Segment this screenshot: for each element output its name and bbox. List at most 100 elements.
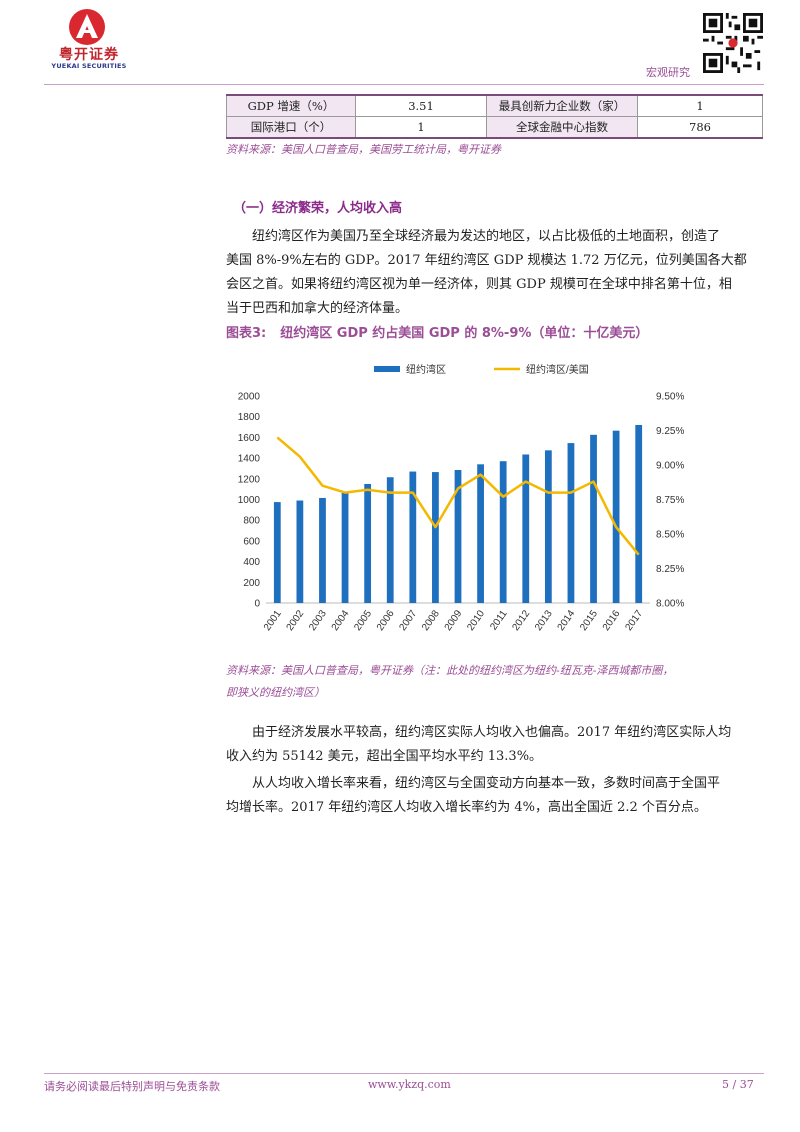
- ratio-line-series: [276, 436, 640, 556]
- y-left-tick-label: 600: [243, 536, 260, 547]
- paragraph-line: 纽约湾区作为美国乃至全球经济最为发达的地区，以占比极低的土地面积，创造了: [252, 229, 721, 244]
- qr-code-icon: [703, 13, 763, 73]
- x-tick-label: 2007: [398, 608, 420, 633]
- y-left-tick-label: 2000: [238, 392, 261, 403]
- y-left-tick-label: 1400: [238, 454, 261, 465]
- paragraph-line: 均增长率。2017 年纽约湾区人均收入增长率约为 4%，高出全国近 2.2 个百…: [226, 800, 707, 815]
- website-link[interactable]: www.ykzq.com: [368, 1078, 451, 1091]
- gdp-bar: [319, 497, 326, 603]
- gdp-bar: [273, 502, 281, 603]
- y-left-tick-label: 1800: [238, 412, 261, 423]
- brand-name-en: YUEKAI SECURITIES: [51, 62, 127, 70]
- figure-number: 图表3:: [226, 326, 267, 341]
- x-tick-label: 2012: [510, 608, 532, 633]
- table-cell: 最具创新力企业数（家）: [486, 94, 638, 117]
- x-tick-label: 2016: [601, 608, 623, 633]
- gdp-bar: [477, 464, 484, 603]
- paragraph-line: 美国 8%-9%左右的 GDP。2017 年纽约湾区 GDP 规模达 1.72 …: [226, 253, 747, 268]
- paragraph-income-growth: 从人均收入增长率来看，纽约湾区与全国变动方向基本一致，多数时间高于全国平 均增长…: [226, 772, 764, 820]
- paragraph-line: 由于经济发展水平较高，纽约湾区实际人均收入也偏高。2017 年纽约湾区实际人均: [252, 725, 732, 740]
- table-cell: GDP 增速（%）: [226, 94, 356, 117]
- gdp-bar: [567, 443, 575, 603]
- x-tick-label: 2006: [375, 608, 397, 633]
- table-row: GDP 增速（%） 3.51 最具创新力企业数（家） 1: [226, 94, 763, 117]
- gdp-bar: [386, 477, 394, 603]
- x-tick-label: 2009: [443, 608, 465, 633]
- y-right-tick-label: 8.00%: [656, 599, 684, 610]
- x-tick-label: 2002: [285, 608, 307, 633]
- bay-area-indicators-table: GDP 增速（%） 3.51 最具创新力企业数（家） 1 国际港口（个） 1 全…: [226, 94, 763, 139]
- legend-label-bar: 纽约湾区: [406, 363, 446, 376]
- y-axis-right: 8.00% 8.25% 8.50% 8.75% 9.00% 9.25% 9.50%: [656, 392, 684, 610]
- x-tick-label: 2013: [533, 608, 555, 633]
- x-tick-label: 2010: [465, 608, 487, 633]
- page-number: 5 / 37: [722, 1078, 754, 1091]
- x-tick-label: 2001: [262, 608, 284, 633]
- figure-source-note: 资料来源：美国人口普查局，粤开证券（注：此处的纽约湾区为纽约-纽瓦克-泽西城都市…: [226, 660, 673, 704]
- y-right-tick-label: 8.50%: [656, 530, 684, 541]
- gdp-bar: [454, 470, 462, 603]
- x-tick-label: 2005: [352, 608, 374, 633]
- y-left-tick-label: 800: [243, 516, 260, 527]
- y-left-tick-label: 0: [254, 599, 260, 610]
- x-tick-label: 2011: [488, 608, 510, 632]
- figure-source-line: 资料来源：美国人口普查局，粤开证券（注：此处的纽约湾区为纽约-纽瓦克-泽西城都市…: [226, 664, 674, 677]
- table-cell: 国际港口（个）: [226, 116, 356, 139]
- table-cell: 1: [637, 94, 763, 117]
- legend-bar-swatch: [374, 366, 400, 372]
- yuekai-logo-icon: [69, 9, 105, 45]
- legend-label-line: 纽约湾区/美国: [526, 363, 589, 376]
- bar-series: [273, 424, 643, 603]
- paragraph-gdp-scale: 纽约湾区作为美国乃至全球经济最为发达的地区，以占比极低的土地面积，创造了 美国 …: [226, 225, 764, 321]
- gdp-bar: [341, 491, 349, 603]
- x-tick-label: 2008: [420, 608, 442, 633]
- gdp-bar: [432, 472, 439, 603]
- table-row: 国际港口（个） 1 全球金融中心指数 786: [226, 116, 763, 139]
- y-left-tick-label: 200: [243, 578, 260, 589]
- x-tick-label: 2015: [578, 608, 600, 633]
- paragraph-income-level: 由于经济发展水平较高，纽约湾区实际人均收入也偏高。2017 年纽约湾区实际人均 …: [226, 721, 764, 769]
- y-left-tick-label: 400: [243, 557, 260, 568]
- paragraph-line: 会区之首。如果将纽约湾区视为单一经济体，则其 GDP 规模可在全球中排名第十位，…: [226, 277, 732, 292]
- table-cell: 1: [355, 116, 487, 139]
- brand-name-cn: 粤开证券: [59, 47, 119, 63]
- x-axis-labels: 2001 2002 2003 2004 2005 2006 2007 2008 2009 2010…: [262, 608, 645, 633]
- x-tick-label: 2003: [307, 608, 329, 633]
- report-category-label: 宏观研究: [646, 66, 690, 79]
- disclaimer-link[interactable]: 请务必阅读最后特别声明与免责条款: [44, 1080, 220, 1093]
- table-cell: 786: [637, 116, 763, 139]
- gdp-bar: [635, 424, 643, 603]
- gdp-bar: [522, 454, 530, 603]
- y-right-tick-label: 9.00%: [656, 461, 684, 472]
- figure-caption: 纽约湾区 GDP 约占美国 GDP 的 8%-9%（单位：十亿美元）: [280, 326, 649, 341]
- x-tick-label: 2004: [330, 608, 352, 633]
- gdp-bar: [612, 430, 620, 603]
- chart-legend: 纽约湾区 纽约湾区/美国: [374, 363, 589, 376]
- footer-divider: [44, 1073, 764, 1074]
- gdp-bar: [544, 450, 552, 603]
- gdp-bar: [409, 471, 417, 603]
- table-cell: 3.51: [355, 94, 487, 117]
- paragraph-line: 当于巴西和加拿大的经济体量。: [226, 301, 409, 316]
- gdp-bar: [364, 483, 372, 603]
- gdp-chart: 纽约湾区 纽约湾区/美国 0 200 400 600 800 1000 1200 1400 16…: [238, 363, 685, 633]
- y-left-tick-label: 1600: [238, 433, 261, 444]
- y-left-tick-label: 1200: [238, 474, 261, 485]
- figure-source-line: 即狭义的纽约湾区）: [226, 686, 325, 699]
- y-right-tick-label: 9.50%: [656, 392, 684, 403]
- y-axis-left: 0 200 400 600 800 1000 1200 1400 1600 1800 2000: [238, 392, 261, 610]
- x-tick-label: 2014: [556, 608, 578, 633]
- paragraph-line: 从人均收入增长率来看，纽约湾区与全国变动方向基本一致，多数时间高于全国平: [252, 776, 721, 791]
- table-cell: 全球金融中心指数: [486, 116, 638, 139]
- y-right-tick-label: 8.75%: [656, 495, 684, 506]
- gdp-bar: [499, 461, 507, 603]
- section-heading: （一）经济繁荣，人均收入高: [233, 201, 403, 216]
- gdp-bar: [296, 500, 304, 603]
- header-divider: [44, 84, 764, 85]
- figure-title: 图表3: 纽约湾区 GDP 约占美国 GDP 的 8%-9%（单位：十亿美元）: [226, 322, 648, 341]
- y-left-tick-label: 1000: [238, 495, 261, 506]
- paragraph-line: 收入约为 55142 美元，超出全国平均水平约 13.3%。: [226, 749, 543, 764]
- y-right-tick-label: 9.25%: [656, 426, 684, 437]
- gdp-bar: [590, 434, 597, 603]
- y-right-tick-label: 8.25%: [656, 564, 684, 575]
